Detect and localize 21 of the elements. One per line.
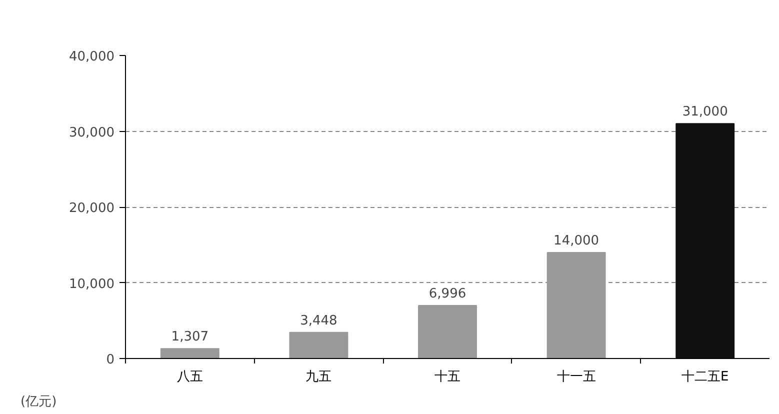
x-tick-label: 八五 [176, 370, 203, 384]
data-label: 6,996 [428, 286, 466, 302]
x-tick-label: 九五 [306, 370, 332, 384]
data-label: 1,307 [171, 330, 209, 345]
y-tick-label: 30,000 [69, 125, 115, 140]
y-tick-label: 40,000 [69, 50, 115, 64]
x-tick-label: 十二五E [681, 370, 729, 384]
y-tick-label: 0 [106, 352, 115, 368]
y-tick-label: 10,000 [69, 276, 115, 292]
bar [418, 305, 477, 358]
bar [160, 348, 220, 358]
y-axis-title: (亿元) [20, 394, 57, 410]
bar [676, 123, 735, 358]
y-tick-label: 20,000 [69, 201, 115, 216]
x-tick-label: 十一五 [556, 370, 596, 384]
bar [289, 332, 348, 358]
x-tick-label: 十五 [434, 370, 460, 384]
data-label: 14,000 [554, 233, 600, 248]
data-label: 3,448 [300, 313, 338, 328]
bar [546, 252, 606, 358]
data-label: 31,000 [682, 104, 728, 120]
